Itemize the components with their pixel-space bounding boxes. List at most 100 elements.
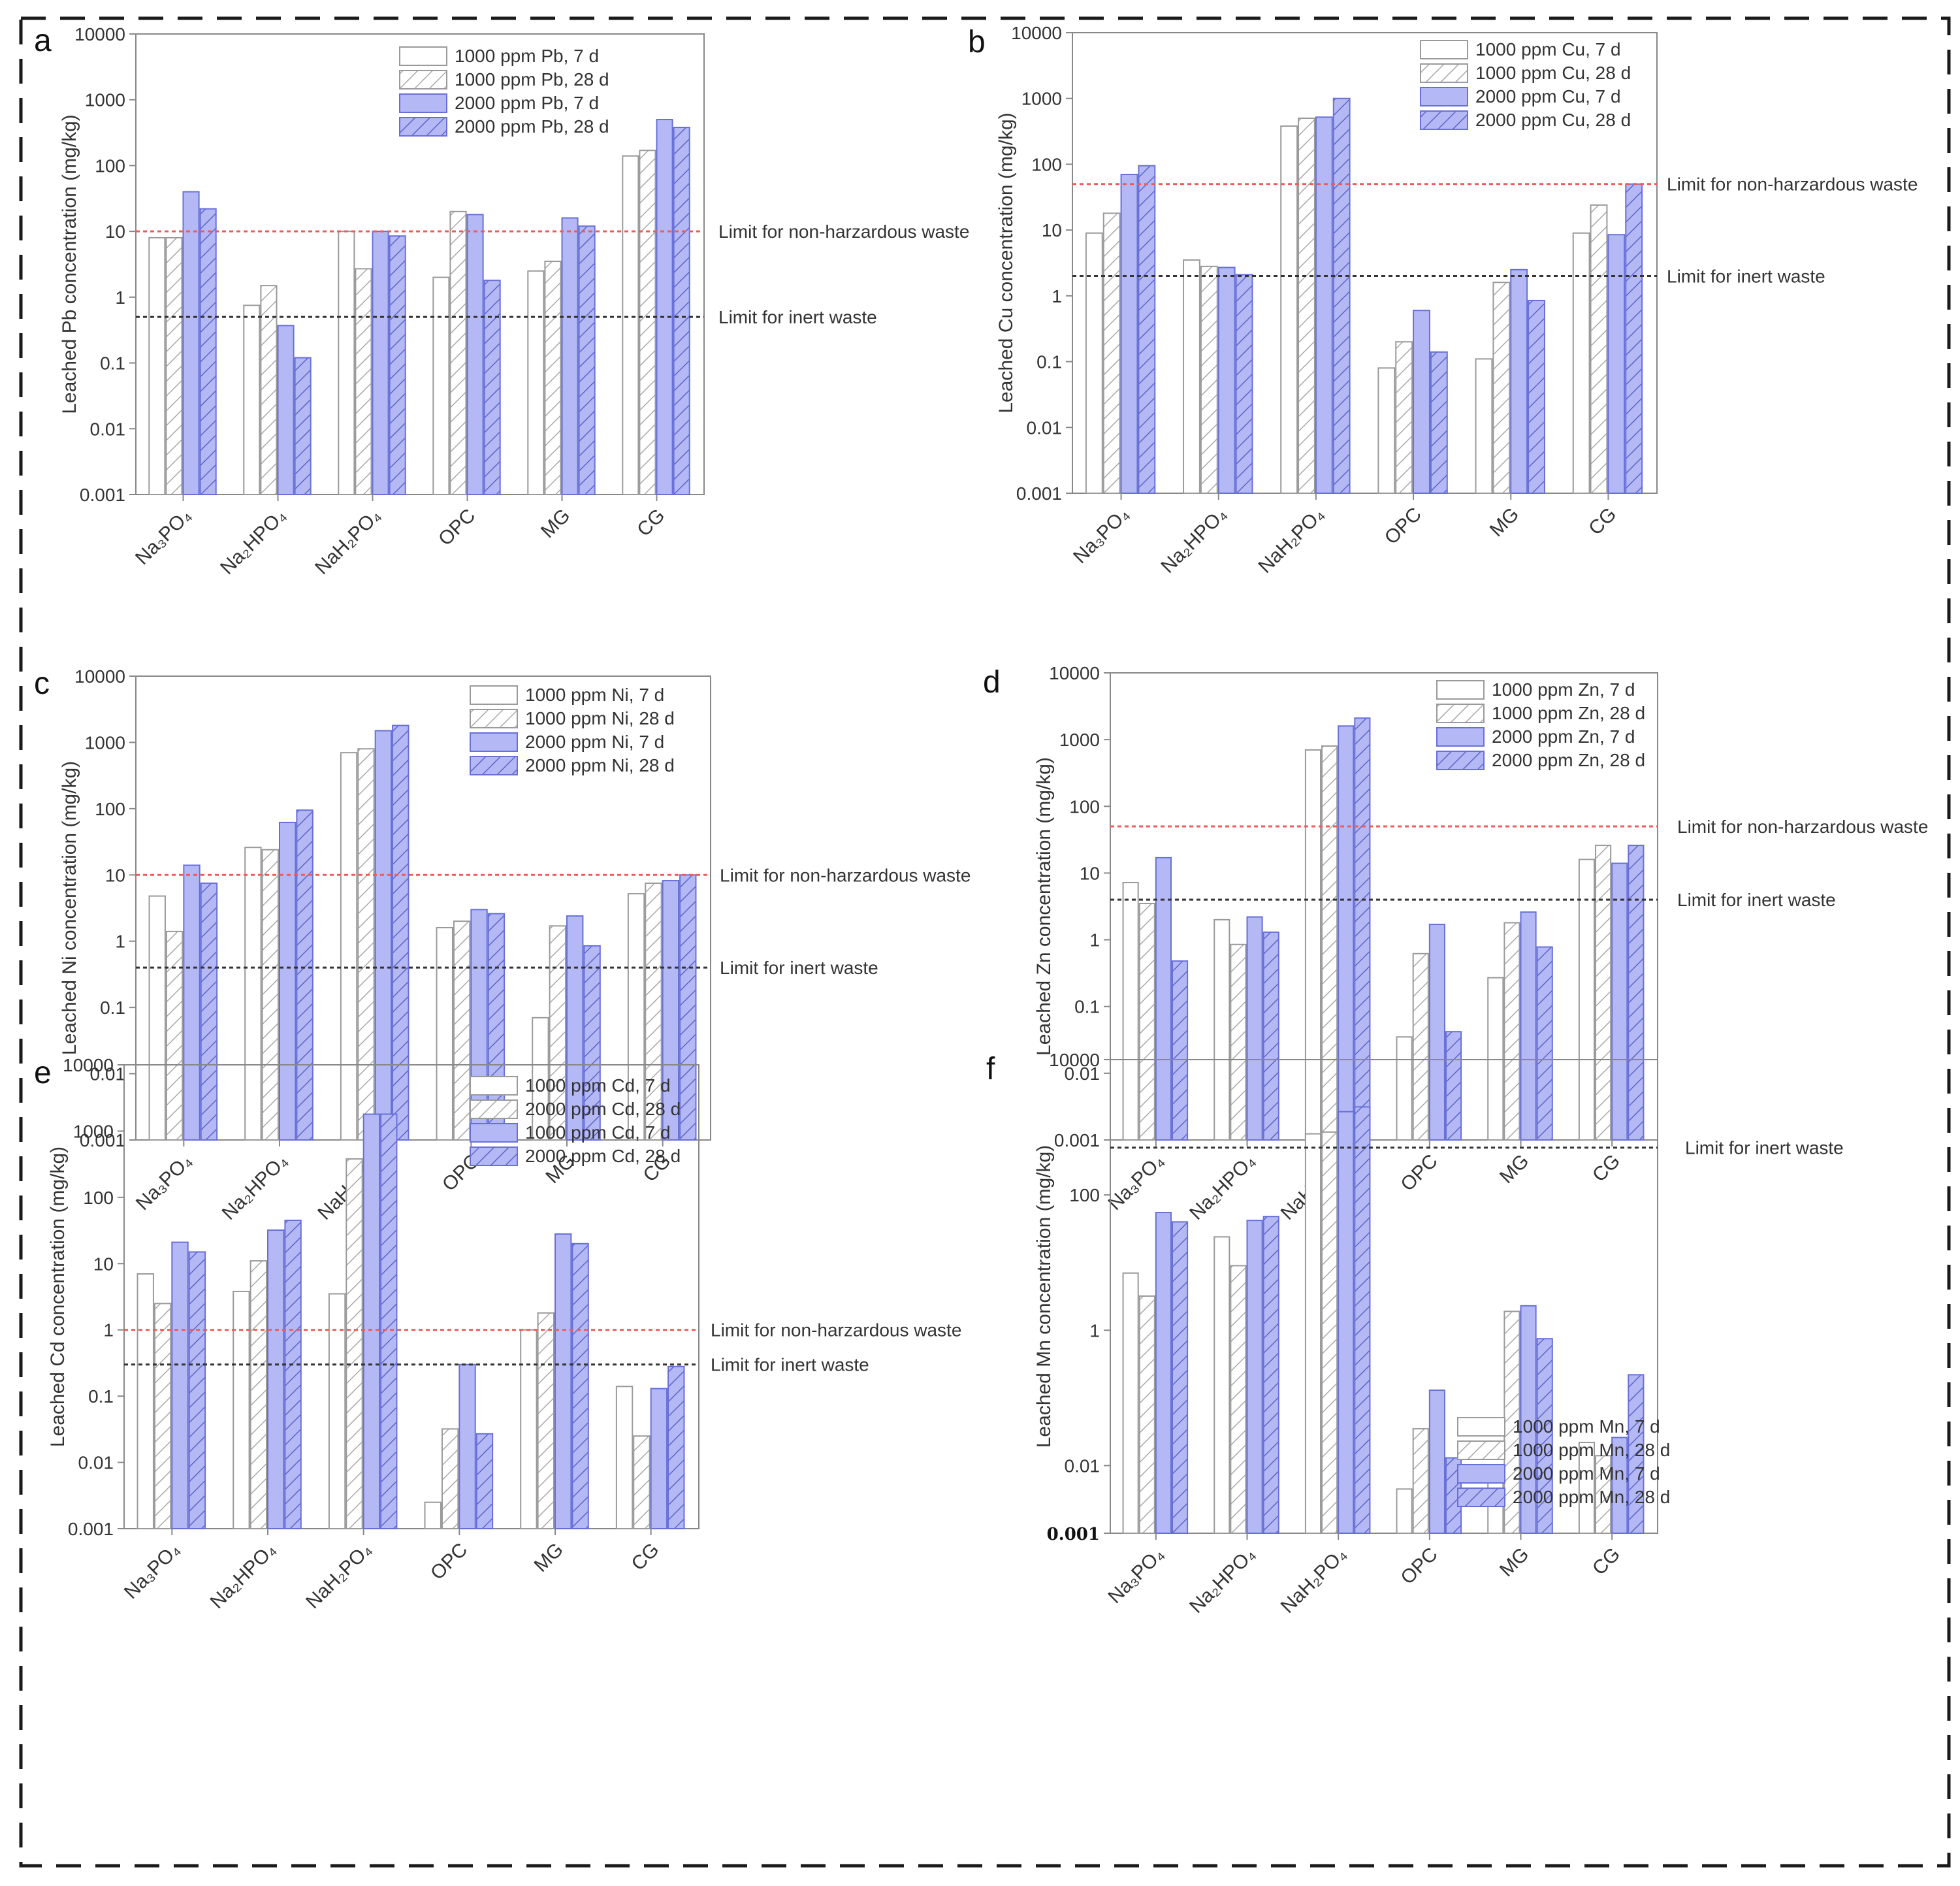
panel-letter: c [34, 666, 50, 701]
x-category-label: CG [1584, 504, 1620, 540]
x-category-label: Na₃PO₄ [1069, 504, 1133, 568]
bar-e-5-1 [633, 1435, 651, 1530]
bar-a-1-0 [243, 304, 261, 495]
bar-b-0-2 [1120, 174, 1138, 494]
bar-e-5-2 [650, 1388, 668, 1529]
bar-e-2-2 [362, 1113, 381, 1529]
bar-c-5-0 [627, 893, 645, 1141]
bar-f-3-2 [1428, 1390, 1445, 1535]
legend-swatch [470, 732, 518, 752]
legend-swatch [399, 70, 447, 89]
y-tick-label: 0.01 [1065, 1064, 1100, 1084]
bar-f-2-0 [1304, 1133, 1322, 1534]
bar-b-2-3 [1332, 97, 1351, 494]
legend-swatch [470, 756, 518, 775]
bar-e-0-1 [153, 1303, 172, 1529]
bar-d-1-1 [1230, 943, 1247, 1141]
bar-d-2-1 [1321, 745, 1338, 1141]
bar-d-3-2 [1428, 924, 1445, 1141]
bar-e-4-0 [520, 1329, 538, 1529]
y-tick-label: 100 [1069, 1185, 1100, 1205]
x-category-label: CG [627, 1539, 663, 1575]
legend-swatch [1457, 1440, 1505, 1460]
bar-a-4-3 [578, 225, 596, 495]
bar-c-2-1 [357, 748, 375, 1141]
y-tick-label: 100 [95, 155, 125, 176]
bar-b-1-1 [1200, 265, 1218, 494]
bar-f-3-1 [1412, 1428, 1429, 1534]
legend-swatch [1420, 40, 1468, 59]
legend-label: 1000 ppm Zn, 7 d [1492, 679, 1635, 700]
bar-c-0-0 [148, 895, 166, 1141]
bar-e-0-0 [137, 1273, 154, 1529]
limit-label-nonhaz: Limit for non-harzardous waste [711, 1320, 961, 1341]
limit-label-inert: Limit for inert waste [720, 958, 878, 978]
bar-b-5-3 [1625, 183, 1643, 494]
y-tick-label: 0.1 [1036, 352, 1062, 372]
x-category-label: Na₃PO₄ [1104, 1544, 1168, 1608]
plot-area [135, 33, 705, 495]
legend-swatch [470, 1076, 518, 1096]
x-category-label: MG [1496, 1544, 1534, 1582]
y-tick-label: 1 [1089, 930, 1100, 951]
y-tick-label: 1 [115, 932, 125, 952]
y-tick-label: 100 [95, 799, 125, 819]
y-tick-label: 0.1 [100, 998, 125, 1018]
legend-swatch [1457, 1488, 1505, 1507]
limit-label-inert: Limit for inert waste [711, 1355, 869, 1375]
bar-d-0-3 [1171, 960, 1189, 1141]
legend-swatch [1436, 751, 1485, 770]
panel-letter: f [986, 1052, 995, 1086]
bar-e-3-1 [441, 1428, 459, 1529]
y-tick-label: 0.1 [1074, 997, 1100, 1017]
panel-letter: a [34, 24, 52, 58]
x-category-label: MG [537, 505, 575, 543]
legend-label: 1000 ppm Ni, 7 d [525, 685, 664, 705]
panel-a: a 0.001 0.01 0.1 1 10 100 1000 10000 Leached Pb c… [34, 24, 969, 579]
bar-e-4-2 [554, 1233, 572, 1530]
limit-label-inert: Limit for inert waste [718, 307, 877, 327]
x-category-label: OPC [1396, 1544, 1441, 1589]
y-axis-title: Leached Ni concentration (mg/kg) [59, 761, 80, 1055]
bar-c-3-0 [436, 927, 453, 1141]
bar-d-2-0 [1304, 749, 1322, 1141]
x-category-label: Na₂HPO₄ [216, 505, 290, 579]
bar-c-1-1 [261, 849, 280, 1141]
bar-b-5-1 [1590, 204, 1608, 494]
bar-d-0-1 [1138, 902, 1155, 1141]
x-category-label: Na₂HPO₄ [218, 1150, 292, 1224]
y-tick-label: 0.01 [90, 1064, 126, 1084]
bar-a-3-2 [466, 214, 484, 495]
legend-swatch [399, 93, 447, 113]
legend-label: 2000 ppm Mn, 7 d [1513, 1463, 1660, 1484]
bar-b-1-0 [1183, 259, 1200, 494]
legend-label: 2000 ppm Mn, 28 d [1513, 1487, 1670, 1507]
x-category-label: Na₃PO₄ [120, 1539, 184, 1603]
bar-d-5-1 [1595, 845, 1612, 1141]
bar-f-4-2 [1520, 1305, 1537, 1534]
y-tick-label: 100 [83, 1188, 114, 1208]
x-category-label: CG [633, 505, 669, 541]
plot-area [123, 1064, 699, 1529]
bar-e-3-0 [424, 1501, 442, 1529]
y-tick-label: 0.001 [68, 1519, 114, 1539]
legend-label: 2000 ppm Cu, 7 d [1475, 86, 1621, 106]
limit-label-nonhaz: Limit for non-harzardous waste [718, 221, 969, 242]
bar-b-5-0 [1572, 232, 1590, 494]
x-category-label: OPC [434, 505, 479, 550]
y-tick-label: 1000 [85, 732, 125, 753]
bar-a-0-0 [148, 236, 166, 495]
x-category-label: OPC [1396, 1150, 1441, 1195]
plot-area [1072, 32, 1658, 494]
bar-b-4-2 [1510, 268, 1528, 494]
legend-swatch [1420, 63, 1468, 83]
x-category-label: CG [1588, 1150, 1624, 1186]
y-tick-label: 10000 [1049, 1050, 1100, 1070]
bar-b-4-0 [1475, 358, 1493, 494]
bar-b-3-2 [1413, 310, 1430, 494]
y-tick-label: 0.01 [1065, 1455, 1100, 1476]
x-category-label: Na₂HPO₄ [206, 1539, 280, 1613]
limit-label-inert: Limit for inert waste [1667, 267, 1825, 287]
y-tick-label: 0.1 [88, 1386, 114, 1406]
